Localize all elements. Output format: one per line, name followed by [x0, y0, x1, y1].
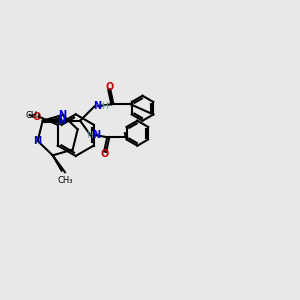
Text: N: N	[94, 101, 102, 111]
Text: N: N	[58, 110, 67, 120]
Text: H: H	[86, 131, 92, 140]
Text: O: O	[33, 112, 41, 122]
Text: O: O	[101, 149, 109, 159]
Text: N: N	[34, 136, 42, 146]
Text: N: N	[57, 116, 65, 126]
Text: N: N	[92, 130, 100, 140]
Text: CH₃: CH₃	[57, 176, 73, 185]
Text: CH₃: CH₃	[25, 111, 41, 120]
Text: H: H	[101, 102, 108, 111]
Text: O: O	[105, 82, 113, 92]
